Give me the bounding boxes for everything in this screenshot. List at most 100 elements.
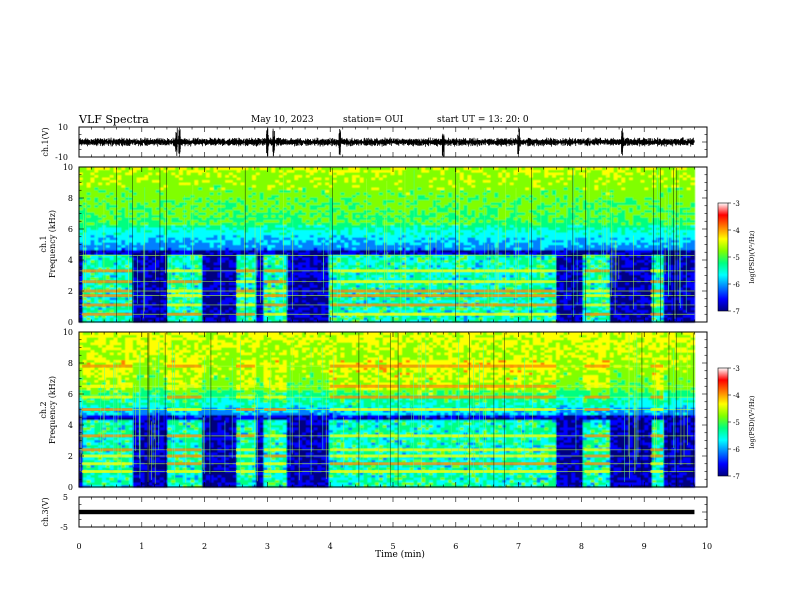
- emission-patch: [330, 364, 557, 368]
- emission-patch: [82, 434, 133, 438]
- emission-patch: [264, 364, 287, 368]
- freq-tick-label: 6: [68, 225, 73, 234]
- freq-tick-label: 4: [68, 256, 73, 265]
- emission-patch: [82, 462, 133, 466]
- emission-patch: [264, 434, 287, 438]
- emission-patch: [82, 470, 133, 473]
- ch1-ytick-bottom: -10: [55, 153, 68, 162]
- x-tick-labels: 0 1 2 3 4 5 6 7 8 9 10: [76, 542, 712, 551]
- x-tick-label: 5: [390, 542, 395, 551]
- x-tick-label: 4: [328, 542, 333, 551]
- freq-tick-label: 4: [68, 421, 73, 430]
- emission-patch: [82, 384, 133, 388]
- emission-patch: [584, 462, 610, 466]
- colorbar-tick-label: -7: [733, 308, 740, 316]
- emission-patch: [82, 454, 133, 458]
- emission-patch: [236, 462, 255, 466]
- ch1-spec-ytick-labels: 0 2 4 6 8 10: [63, 163, 73, 327]
- emission-patch: [330, 470, 557, 473]
- ch1-ticks: [78, 126, 708, 158]
- freq-tick-label: 2: [68, 287, 73, 296]
- x-tick-label: 2: [202, 542, 207, 551]
- ch1-spectrogram-panel: 0 2 4 6 8 10 ch.1 Frequency (kHz): [39, 163, 708, 327]
- x-tick-label: 8: [579, 542, 584, 551]
- freq-tick-label: 8: [68, 194, 73, 203]
- emission-patch: [650, 280, 664, 284]
- ch3-ylabel: ch.3(V): [41, 497, 50, 526]
- emission-patch: [264, 395, 287, 399]
- emission-patch: [330, 408, 557, 411]
- emission-patch: [584, 294, 610, 298]
- emission-patch: [236, 448, 255, 452]
- freq-tick-label: 10: [63, 328, 73, 337]
- emission-patch: [264, 454, 287, 458]
- freq-tick-label: 0: [68, 483, 73, 492]
- emission-patch: [236, 454, 255, 458]
- emission-patch: [236, 470, 255, 473]
- emission-patch: [330, 395, 557, 399]
- ch3-ytick-bottom: -5: [60, 523, 68, 532]
- ch1-spec-ylabel: Frequency (kHz): [48, 210, 57, 278]
- colorbar-tick-label: -5: [733, 419, 740, 427]
- emission-patch: [82, 294, 133, 298]
- emission-patch: [166, 408, 202, 411]
- emission-patch: [236, 364, 255, 368]
- x-tick-label: 9: [642, 542, 647, 551]
- emission-patch: [330, 448, 557, 452]
- ch2-spectrogram-panel: 0 2 4 6 8 10 ch.2 Frequency (kHz): [39, 328, 708, 492]
- emission-patch: [584, 434, 610, 438]
- emission-patch: [264, 384, 287, 388]
- date-label: May 10, 2023: [251, 115, 314, 125]
- emission-patch: [166, 470, 202, 473]
- x-tick-label: 0: [76, 542, 81, 551]
- freq-tick-label: 6: [68, 390, 73, 399]
- emission-patch: [584, 312, 610, 316]
- emission-patch: [82, 395, 133, 399]
- emission-patch: [166, 434, 202, 438]
- emission-patch: [166, 448, 202, 452]
- emission-patch: [330, 312, 557, 316]
- ch3-trace: [79, 509, 695, 515]
- emission-patch: [584, 384, 610, 388]
- emission-patch: [650, 269, 664, 273]
- emission-patch: [584, 448, 610, 452]
- colorbar-label: log(PSD)(V²/Hz): [748, 395, 756, 448]
- emission-patch: [264, 408, 287, 411]
- emission-patch: [584, 454, 610, 458]
- colorbar-tick-label: -4: [733, 392, 740, 400]
- colorbar-tick-label: -6: [733, 446, 740, 454]
- x-tick-label: 1: [139, 542, 144, 551]
- ch2-spec-ylabel: Frequency (kHz): [48, 376, 57, 444]
- emission-patch: [330, 303, 557, 307]
- emission-patch: [82, 408, 133, 411]
- emission-patch: [264, 280, 287, 284]
- emission-patch: [584, 395, 610, 399]
- ch1-heatmap: [79, 167, 696, 323]
- ch2-colorbar: -3 -4 -5 -6 -7 log(PSD)(V²/Hz): [717, 365, 756, 481]
- emission-patch: [650, 448, 664, 452]
- x-axis-label: Time (min): [375, 549, 425, 560]
- emission-patch: [650, 312, 664, 316]
- waveform-line: [79, 509, 695, 515]
- emission-patch: [166, 312, 202, 316]
- emission-patch: [584, 269, 610, 273]
- emission-patch: [584, 303, 610, 307]
- emission-patch: [236, 384, 255, 388]
- ch2-spec-ytick-labels: 0 2 4 6 8 10: [63, 328, 73, 492]
- emission-patch: [584, 364, 610, 368]
- freq-tick-label: 2: [68, 452, 73, 461]
- emission-patch: [264, 294, 287, 298]
- emission-patch: [330, 294, 557, 298]
- chart-title: VLF Spectra: [79, 113, 149, 126]
- emission-patch: [82, 280, 133, 284]
- colorbar-scale: [717, 367, 729, 477]
- emission-patch: [330, 384, 557, 388]
- emission-patch: [166, 395, 202, 399]
- colorbar-tick-label: -7: [733, 473, 740, 481]
- freq-tick-label: 10: [63, 163, 73, 172]
- emission-patch: [264, 303, 287, 307]
- freq-tick-label: 8: [68, 359, 73, 368]
- emission-patch: [650, 395, 664, 399]
- colorbar-tick-label: -3: [733, 200, 740, 208]
